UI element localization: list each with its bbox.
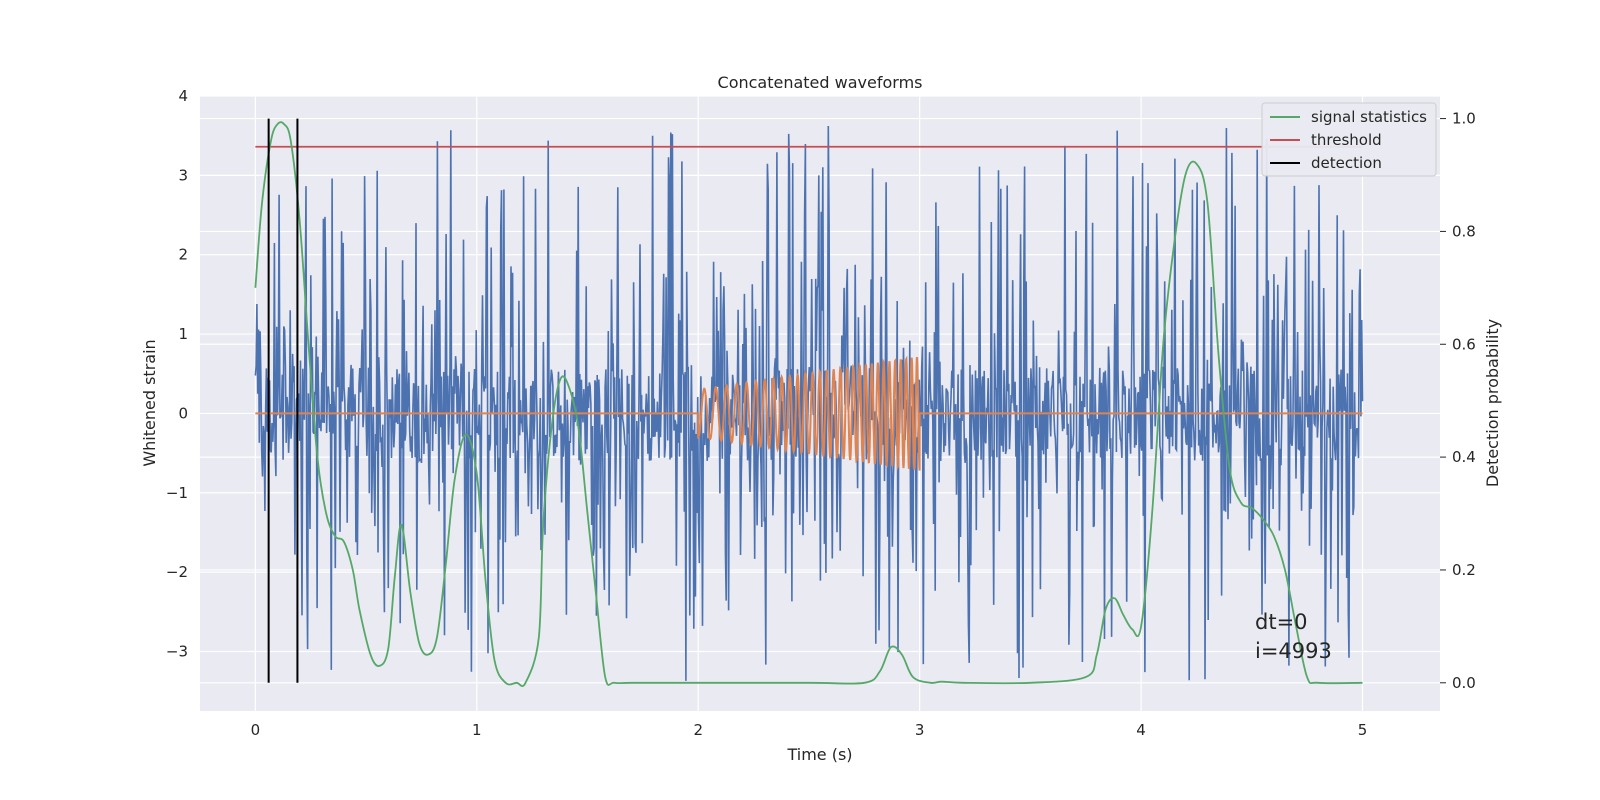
left-axis-ticks: −3 −2 −1 0 1 2 3 4	[166, 87, 188, 660]
y-tick-label: −3	[166, 642, 188, 660]
chart-title: Concatenated waveforms	[718, 73, 923, 92]
y-axis-right-label: Detection probability	[1483, 319, 1502, 487]
right-axis-ticks: 0.0 0.2 0.4 0.6 0.8 1.0	[1440, 110, 1476, 692]
x-axis-label: Time (s)	[786, 745, 852, 764]
y-right-tick-label: 0.6	[1452, 335, 1476, 353]
x-tick-label: 0	[251, 721, 261, 739]
y-tick-label: 4	[178, 87, 188, 105]
y-tick-label: −1	[166, 484, 188, 502]
legend-label-signal-statistics: signal statistics	[1311, 108, 1427, 126]
y-right-tick-label: 0.4	[1452, 448, 1476, 466]
legend-label-threshold: threshold	[1311, 131, 1382, 149]
y-right-tick-label: 0.8	[1452, 222, 1476, 240]
signal-statistics-line	[254, 121, 1363, 687]
strain-series-line	[254, 125, 1364, 681]
annotation-i: i=4993	[1255, 639, 1332, 663]
injection-series-line	[255, 355, 1363, 471]
bottom-axis-ticks: 0 1 2 3 4 5	[251, 721, 1368, 739]
y-right-tick-label: 0.2	[1452, 561, 1476, 579]
x-tick-label: 1	[472, 721, 482, 739]
x-tick-label: 3	[915, 721, 925, 739]
y-tick-label: 0	[178, 404, 188, 422]
x-tick-label: 2	[693, 721, 703, 739]
y-tick-label: 2	[178, 246, 188, 264]
x-tick-label: 4	[1136, 721, 1146, 739]
series-layer	[254, 118, 1364, 687]
legend-box	[1261, 102, 1437, 177]
legend-label-detection: detection	[1311, 154, 1382, 172]
y-right-tick-label: 0.0	[1452, 674, 1476, 692]
legend: signal statistics threshold detection	[1261, 102, 1437, 177]
y-tick-label: 3	[178, 166, 188, 184]
x-tick-label: 5	[1358, 721, 1368, 739]
y-tick-label: −2	[166, 563, 188, 581]
annotation-dt: dt=0	[1255, 610, 1308, 634]
y-tick-label: 1	[178, 325, 188, 343]
y-axis-label: Whitened strain	[140, 339, 159, 466]
y-right-tick-label: 1.0	[1452, 110, 1476, 128]
